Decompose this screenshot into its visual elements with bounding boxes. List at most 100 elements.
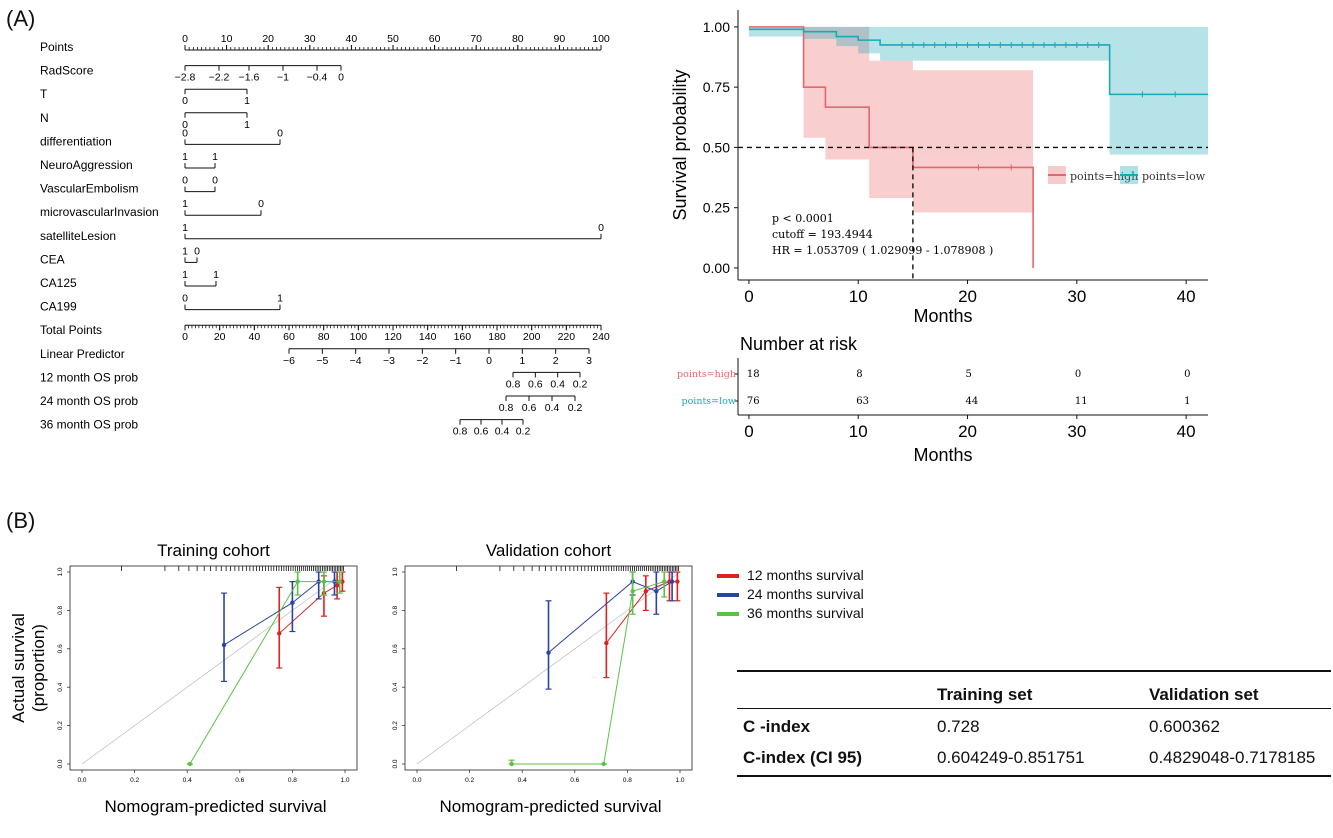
risk-table-value: 76: [747, 396, 760, 407]
calibration-point: [295, 579, 300, 584]
nomogram-tick-label: −2.8: [175, 72, 196, 84]
legend-12-label: 12 months survival: [747, 567, 864, 583]
calibration-title: Training cohort: [157, 541, 270, 560]
calibration-x-tick-label: 1.0: [340, 777, 349, 784]
calibration-point: [669, 579, 675, 584]
nomogram-tick-label: 100: [350, 331, 368, 343]
nomogram-tick-label: 0: [182, 331, 188, 343]
km-legend-label: points=low: [1142, 170, 1206, 183]
nomogram-row-label: 36 month OS prob: [40, 418, 138, 432]
risk-table-value: 11: [1075, 396, 1088, 407]
calibration-y-tick-label: 1.0: [392, 567, 399, 576]
risk-table-x-tick-label: 0: [744, 422, 753, 441]
nomogram-tick-label: 160: [454, 331, 472, 343]
nomogram-tick-label: 0: [182, 33, 188, 45]
nomogram-row-label: RadScore: [40, 64, 94, 78]
nomogram-tick-label: 0: [277, 127, 283, 139]
nomogram-tick-label: 0: [258, 198, 264, 210]
calibration-point: [662, 579, 667, 584]
calibration-point: [643, 589, 649, 594]
nomogram-tick-label: 0.8: [499, 402, 514, 414]
calibration-title: Validation cohort: [486, 541, 612, 560]
cindex-validation-value: 0.4829048-0.7178185: [1149, 748, 1316, 767]
risk-table-value: 0: [1075, 369, 1081, 380]
km-ci-band: [748, 26, 1034, 213]
calibration-y-axis-label-line2: (proportion): [29, 624, 48, 712]
calibration-line: [278, 581, 343, 634]
cindex-header-0: [737, 682, 919, 709]
calibration-y-axis-label-line1: Actual survival: [9, 613, 28, 723]
nomogram-tick-label: 1: [213, 269, 219, 281]
calibration-point: [509, 761, 514, 767]
nomogram-tick-label: 0: [212, 175, 218, 187]
calibration-line: [511, 581, 665, 765]
calibration-x-tick-label: 0.0: [412, 777, 421, 784]
nomogram-tick-label: 70: [470, 33, 482, 45]
risk-table-value: 5: [966, 369, 972, 380]
nomogram-tick-label: 1: [244, 95, 250, 107]
calibration-x-tick-label: 0.2: [130, 777, 139, 784]
calibration-y-tick-label: 0.2: [392, 721, 399, 730]
nomogram-tick-label: 0.4: [550, 378, 565, 390]
km-x-tick-label: 0: [744, 287, 753, 306]
legend-12: 12 months survival: [717, 566, 864, 585]
nomogram-tick-label: −1: [450, 355, 462, 367]
km-chart: 0.000.250.500.751.000 10 20 30 40MonthsSurvi…: [670, 10, 1208, 465]
legend-36: 36 months survival: [717, 604, 864, 623]
nomogram-tick-label: 0: [338, 72, 344, 84]
nomogram-tick-label: −4: [350, 355, 362, 367]
calibration-x-tick-label: 0.6: [235, 777, 244, 784]
nomogram-tick-label: 1: [244, 119, 250, 131]
calibration-plots: Training cohort 0.0 0.0 0.2 0.2 0.4 0.4 0.6 0.6 0…: [9, 541, 693, 816]
calibration-y-tick-label: 0.6: [57, 644, 64, 653]
nomogram-tick-label: 0: [598, 222, 604, 234]
nomogram-tick-label: 10: [221, 33, 233, 45]
calibration-point: [601, 761, 606, 767]
risk-table-value: 18: [747, 369, 760, 380]
nomogram-tick-label: 0: [182, 95, 188, 107]
nomogram-tick-label: 100: [592, 33, 610, 45]
nomogram-tick-label: 0: [182, 119, 188, 131]
calibration-x-tick-label: 0.4: [183, 777, 192, 784]
calibration-point: [546, 650, 551, 655]
km-legend-label: points=high: [1070, 170, 1138, 183]
nomogram-tick-label: 90: [554, 33, 566, 45]
calibration-line: [189, 581, 340, 765]
calibration-x-axis-label: Nomogram-predicted survival: [439, 797, 661, 816]
nomogram-row-label: Linear Predictor: [40, 347, 125, 361]
legend-36-label: 36 months survival: [747, 605, 864, 621]
calibration-point: [277, 631, 282, 636]
km-ci-band: [748, 26, 1208, 155]
cindex-table-wrap: Training set Validation set C -index 0.7…: [737, 670, 1331, 777]
calibration-point: [290, 600, 295, 605]
nomogram-tick-label: 40: [346, 33, 358, 45]
nomogram-row-label: microvascularInvasion: [40, 205, 159, 219]
km-annotation: p < 0.0001: [772, 212, 834, 225]
km-curve: [748, 28, 1208, 96]
nomogram-row-label: Total Points: [40, 323, 102, 337]
risk-table-value: 8: [856, 369, 862, 380]
nomogram-tick-label: 0: [182, 175, 188, 187]
risk-table-x-axis-label: Months: [913, 445, 972, 465]
cindex-table: Training set Validation set C -index 0.7…: [737, 682, 1331, 771]
nomogram-tick-label: 0.4: [545, 402, 560, 414]
calibration-point: [604, 640, 609, 646]
nomogram-row-label: differentiation: [40, 134, 112, 148]
nomogram-tick-label: −5: [316, 355, 328, 367]
nomogram-tick-label: −6: [283, 355, 295, 367]
nomogram-tick-label: −2.2: [209, 72, 230, 84]
calibration-diagonal: [81, 571, 346, 765]
nomogram-row-label: CA199: [40, 300, 77, 314]
calibration-x-tick-label: 0.0: [77, 777, 86, 784]
cindex-row: C -index 0.728 0.600362: [737, 709, 1331, 741]
calibration-frame: [69, 565, 358, 771]
nomogram-tick-label: 1: [212, 151, 218, 163]
calibration-legend: 12 months survival 24 months survival 36…: [717, 566, 864, 623]
nomogram-row-label: 24 month OS prob: [40, 394, 138, 408]
nomogram-tick-label: 120: [384, 331, 402, 343]
calibration-y-tick-label: 0.8: [392, 606, 399, 615]
nomogram-tick-label: 1: [182, 245, 188, 257]
risk-table-row-label: points=low: [682, 396, 737, 407]
nomogram-row-label: CA125: [40, 276, 77, 290]
legend-36-swatch: [717, 612, 739, 617]
